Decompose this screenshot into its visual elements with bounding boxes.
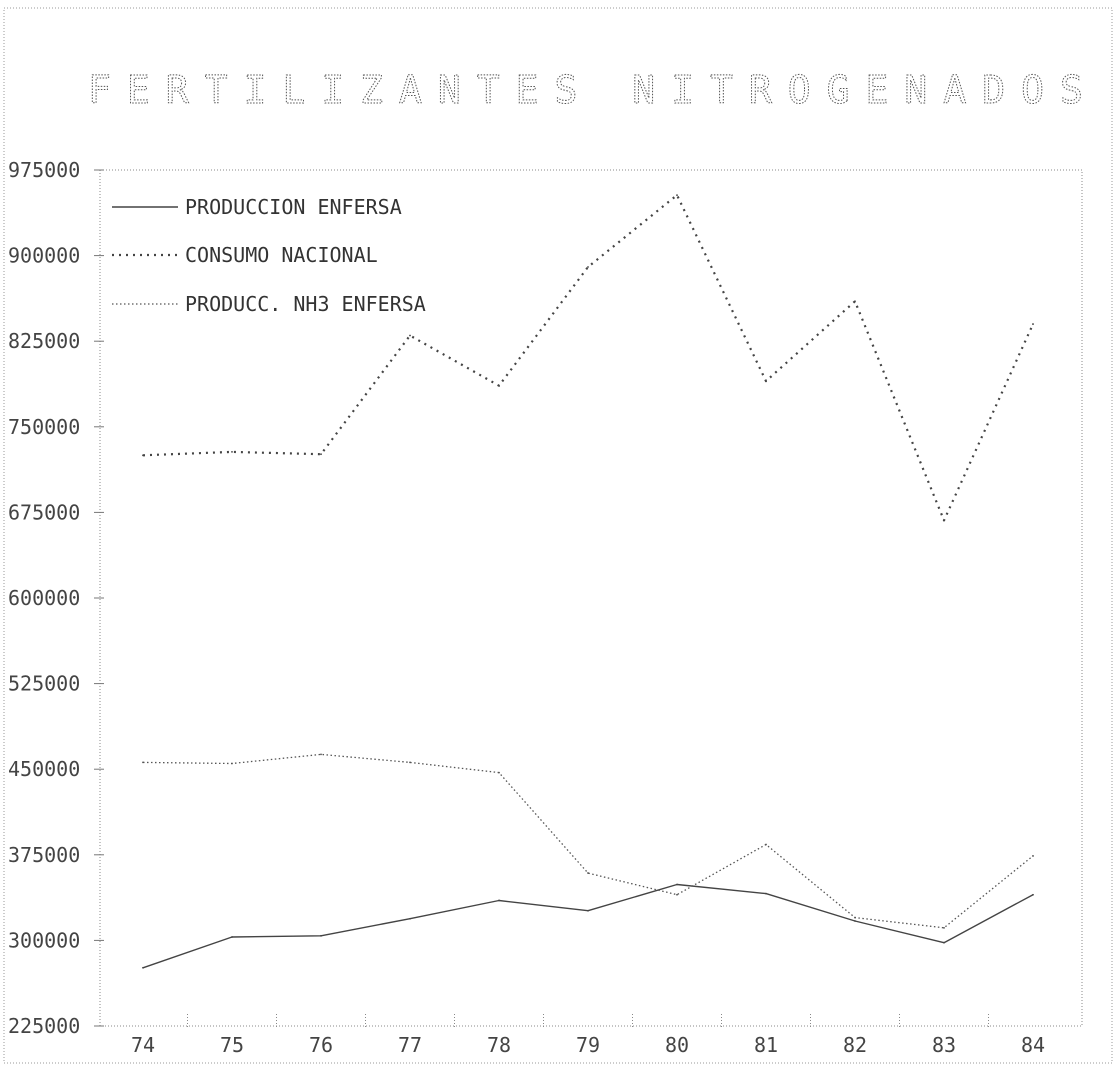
series-line [142,753,1034,929]
plot-area-frame [99,169,1083,1027]
y-tick-label: 900000 [8,244,80,268]
data-point [765,380,767,383]
y-tick-label: 525000 [8,672,80,696]
data-point [409,761,411,764]
data-point [409,917,411,920]
data-point [1032,855,1034,857]
legend-label: CONSUMO NACIONAL [185,243,378,267]
data-point [943,926,945,929]
data-point [854,920,856,922]
x-tick-label: 74 [131,1033,155,1057]
data-point [409,334,411,337]
data-point [676,893,678,896]
x-axis: 74 75 76 77 78 79 80 81 82 83 84 [131,1014,1045,1057]
y-tick-label: 675000 [8,500,80,524]
x-tick-label: 76 [309,1033,333,1057]
series-line [142,194,1035,522]
series-layer [142,194,1035,969]
data-point [142,966,144,969]
data-point [587,909,589,912]
data-point [1032,893,1034,896]
x-tick-label: 84 [1021,1033,1045,1057]
y-tick-label: 375000 [8,843,80,867]
y-tick-label: 225000 [8,1014,80,1038]
x-tick-label: 83 [932,1033,956,1057]
x-tick-label: 79 [576,1033,600,1057]
series-3 [142,753,1034,929]
data-point [498,384,500,387]
series-1 [142,883,1034,969]
data-point [498,899,500,902]
chart-title: FERTILIZANTES NITROGENADOS [88,68,1099,112]
y-axis: 225000 300000 375000 450000 525000 600000 6750… [8,158,104,1038]
data-point [854,916,856,919]
x-tick-label: 77 [398,1033,422,1057]
y-tick-label: 600000 [8,586,80,610]
series-line [142,883,1034,969]
y-tick-label: 450000 [8,757,80,781]
series-2 [142,194,1035,522]
x-tick-label: 81 [754,1033,778,1057]
y-tick-label: 750000 [8,415,80,439]
data-point [587,872,589,874]
data-point [142,454,144,457]
data-point [231,936,233,938]
x-tick-label: 80 [665,1033,689,1057]
data-point [320,453,322,456]
data-point [142,761,144,764]
x-tick-label: 82 [843,1033,867,1057]
data-point [943,941,945,944]
y-tick-label: 975000 [8,158,80,182]
legend-label: PRODUCC. NH3 ENFERSA [185,292,426,316]
data-point [676,194,678,197]
y-tick-label: 825000 [8,329,80,353]
data-point [498,771,500,774]
data-point [765,843,767,846]
data-point [943,519,945,522]
data-point [676,883,678,886]
data-point [320,753,322,756]
y-tick-label: 300000 [8,928,80,952]
legend: PRODUCCION ENFERSA CONSUMO NACIONAL PRODUC… [112,195,426,316]
data-point [231,762,233,765]
data-point [320,934,322,937]
outer-frame [3,7,1113,1064]
data-point [231,451,233,453]
data-point [587,266,589,268]
x-tick-label: 78 [487,1033,511,1057]
data-point [765,892,767,895]
legend-label: PRODUCCION ENFERSA [185,195,402,219]
data-point [1032,323,1034,325]
data-point [854,300,856,303]
x-tick-label: 75 [220,1033,244,1057]
